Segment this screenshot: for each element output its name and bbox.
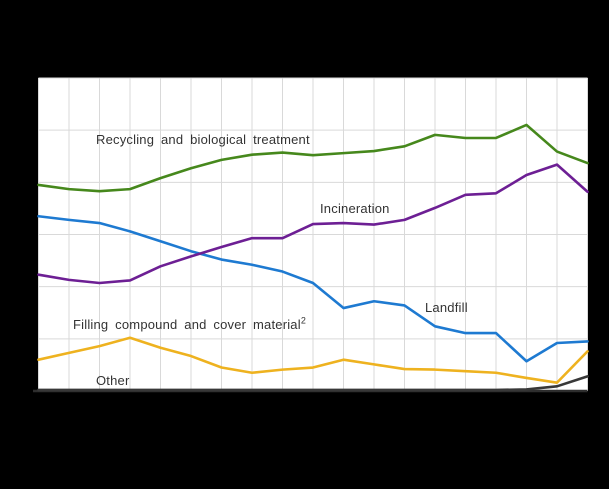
- series-label-filling-compound: Filling compound and cover material2: [73, 315, 306, 332]
- series-label-recycling: Recycling and biological treatment: [96, 133, 310, 146]
- series-line-other: [37, 375, 589, 392]
- series-label-incineration: Incineration: [320, 202, 390, 215]
- series-line-incineration: [37, 163, 589, 285]
- series-line-landfill: [37, 214, 589, 363]
- series-label-text: Recycling and biological treatment: [96, 132, 310, 147]
- series-label-text: Incineration: [320, 201, 390, 216]
- series-line-recycling: [37, 123, 589, 193]
- series-label-other: Other: [96, 374, 130, 387]
- series-line-filling: [37, 336, 589, 384]
- series-label-text: Filling compound and cover material: [73, 317, 301, 332]
- series-label-superscript: 2: [300, 315, 306, 326]
- series-label-text: Landfill: [425, 300, 468, 315]
- series-label-landfill: Landfill: [425, 301, 468, 314]
- series-label-text: Other: [96, 373, 130, 388]
